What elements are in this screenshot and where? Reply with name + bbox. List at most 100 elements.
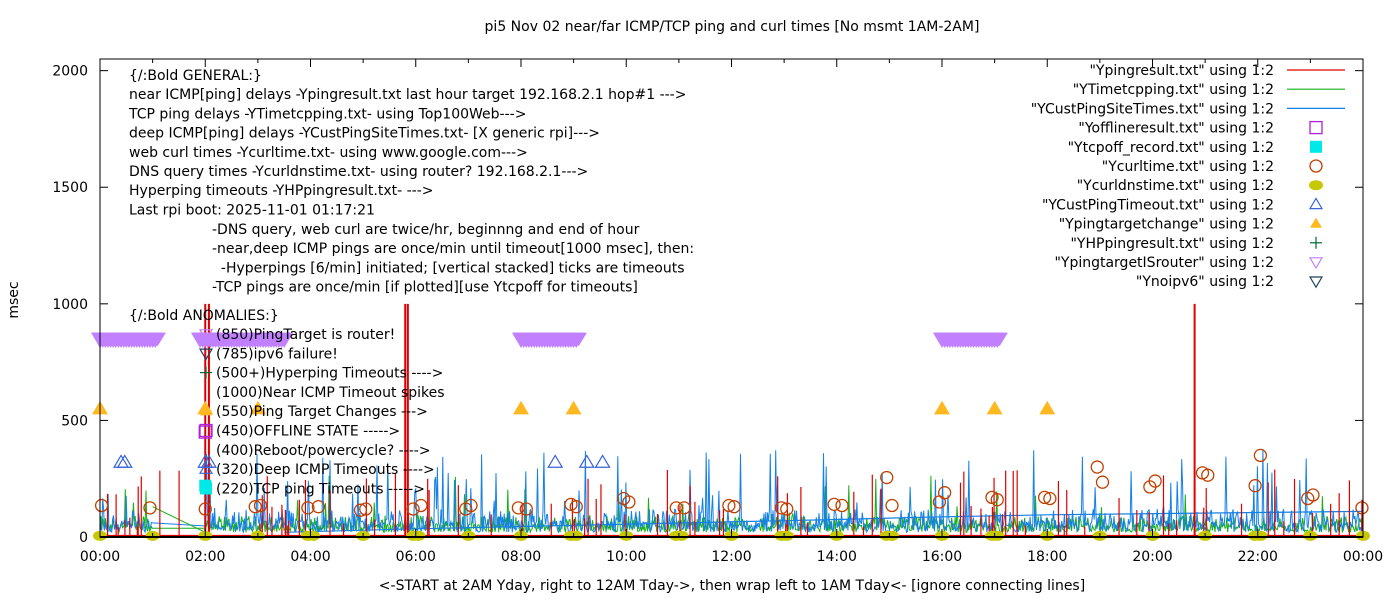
- curl-time-marker: [519, 502, 533, 516]
- ping-target-change-marker: [565, 400, 582, 415]
- curl-time-marker: [1355, 501, 1369, 515]
- curl-time-marker: [827, 497, 841, 512]
- curl-time-marker: [311, 500, 326, 514]
- dns-time-marker: [411, 530, 426, 541]
- cust-ping-timeout-marker: [594, 454, 611, 468]
- x-axis-label: <-START at 2AM Yday, right to 12AM Tday-…: [379, 578, 1085, 594]
- markers-layer: [90, 332, 1370, 541]
- x-tick-label: 00:00: [1343, 549, 1383, 565]
- legend-entry-symbol: [1309, 159, 1323, 173]
- legend-entry-label: "YTimetcpping.txt" using 1:2: [1073, 82, 1274, 98]
- x-tick-label: 14:00: [817, 549, 857, 565]
- legend-entry-label: "Ytcpoff_record.txt" using 1:2: [1068, 140, 1274, 156]
- anomaly-key-icon: [199, 423, 213, 438]
- curl-time-marker: [722, 498, 736, 513]
- curl-time-marker: [622, 495, 636, 509]
- curl-time-marker: [1043, 491, 1057, 506]
- curl-time-marker: [1306, 488, 1320, 502]
- ping-target-change-marker: [1039, 400, 1056, 415]
- ping-target-change-marker: [934, 400, 950, 415]
- anomaly-annotation-line: (850)PingTarget is router!: [216, 327, 395, 343]
- x-tick-label: 12:00: [711, 549, 751, 565]
- y-tick-label: 0: [79, 530, 88, 546]
- curl-time-marker: [990, 493, 1004, 507]
- legend-entry-label: "Ycurltime.txt" using 1:2: [1102, 159, 1274, 175]
- ping-target-change-marker: [513, 400, 529, 415]
- offline-state-marker: [198, 425, 212, 439]
- anomaly-key-icon: [198, 461, 214, 474]
- curl-time-marker: [464, 498, 478, 513]
- curl-time-marker: [937, 486, 952, 500]
- curl-time-marker: [1148, 474, 1162, 488]
- x-tick-label: 10:00: [606, 549, 646, 565]
- curl-time-marker: [1253, 448, 1268, 463]
- anomaly-annotation-line: (400)Reboot/powercycle? ---->: [216, 443, 431, 459]
- x-tick-label: 04:00: [290, 549, 330, 565]
- ping-target-is-router-band: [513, 332, 587, 346]
- anomaly-annotation-line: (450)OFFLINE STATE ----->: [216, 424, 400, 440]
- legend: "Ypingresult.txt" using 1:2 "YTimetcpping…: [1031, 63, 1345, 290]
- dns-time-marker: [306, 530, 321, 541]
- legend-entry-symbol: [1308, 276, 1324, 289]
- general-annotation-line: TCP ping delays -YTimetcpping.txt- using…: [128, 106, 526, 122]
- x-tick-label: 20:00: [1132, 549, 1172, 565]
- anomaly-annotation-line: (1000)Near ICMP Timeout spikes: [216, 385, 445, 401]
- anomaly-annotation-line: (500+)Hyperping Timeouts ---->: [216, 366, 443, 382]
- curl-time-marker: [143, 501, 157, 515]
- ping-target-is-router-band: [191, 332, 293, 346]
- cust-ping-timeout-marker: [578, 454, 595, 468]
- curl-time-marker: [1037, 490, 1052, 505]
- anomaly-annotation-line: (320)Deep ICMP Timeouts ---->: [216, 462, 435, 478]
- legend-entry-symbol: [1310, 236, 1322, 249]
- annotation-layer: {/:Bold GENERAL:} near ICMP[ping] delays …: [128, 68, 694, 497]
- curl-time-marker: [569, 500, 583, 514]
- y-tick-label: 1500: [52, 180, 88, 196]
- curl-time-marker: [406, 502, 420, 516]
- legend-entry-label: "Ynoipv6" using 1:2: [1136, 274, 1274, 290]
- x-tick-label: 00:00: [80, 549, 120, 565]
- general-annotation-line: {/:Bold GENERAL:}: [129, 68, 262, 84]
- curl-time-marker: [885, 498, 899, 513]
- note-annotation-line: -Hyperpings [6/min] initiated; [vertical…: [212, 260, 685, 276]
- dns-time-marker: [990, 530, 1005, 541]
- legend-entry-label: "Yofflineresult.txt" using 1:2: [1078, 121, 1274, 137]
- curl-time-marker: [669, 501, 683, 515]
- ping-target-is-router-band: [92, 332, 166, 346]
- legend-entry-symbol: [1310, 140, 1322, 153]
- curl-time-marker: [1248, 479, 1262, 493]
- curl-time-marker: [1090, 460, 1104, 474]
- legend-entry-symbol: [1308, 257, 1324, 270]
- legend-entry-label: "YpingtargetISrouter" using 1:2: [1054, 255, 1274, 271]
- legend-entry-label: "YCustPingSiteTimes.txt" using 1:2: [1031, 101, 1274, 117]
- anomalies-title: {/:Bold ANOMALIES:}: [129, 308, 279, 324]
- curl-time-marker: [1201, 468, 1215, 482]
- y-axis-label: msec: [6, 281, 22, 318]
- x-tick-label: 16:00: [922, 549, 962, 565]
- curl-time-marker: [414, 498, 428, 513]
- note-annotation-line: -near,deep ICMP pings are once/min until…: [212, 241, 694, 257]
- general-annotation-line: deep ICMP[ping] delays -YCustPingSiteTim…: [129, 126, 600, 142]
- legend-entry-symbol: [1309, 180, 1323, 191]
- anomaly-annotation-line: (550)Ping Target Changes --->: [216, 404, 428, 420]
- ping-target-change-marker: [249, 400, 266, 415]
- legend-entry-label: "Ypingresult.txt" using 1:2: [1089, 63, 1274, 79]
- x-tick-label: 18:00: [1027, 549, 1067, 565]
- anomaly-key-icon: [200, 366, 212, 379]
- general-annotation-line: near ICMP[ping] delays -Ypingresult.txt …: [129, 87, 686, 103]
- legend-entry-symbol: [1308, 197, 1324, 210]
- dns-time-marker: [885, 530, 900, 541]
- general-annotation-line: Last rpi boot: 2025-11-01 01:17:21: [129, 202, 375, 218]
- y-tick-label: 1000: [52, 297, 88, 313]
- y-tick-label: 2000: [52, 64, 88, 80]
- x-tick-label: 02:00: [185, 549, 225, 565]
- curl-time-marker: [301, 501, 315, 515]
- legend-entry-label: "Ypingtargetchange" using 1:2: [1059, 217, 1274, 233]
- curl-time-marker: [880, 470, 894, 485]
- curl-time-marker: [835, 498, 849, 513]
- legend-entry-symbol: [1309, 120, 1323, 135]
- cust-ping-timeout-marker: [547, 454, 564, 468]
- curl-time-marker: [774, 501, 789, 515]
- legend-entry-symbol: [1310, 217, 1322, 228]
